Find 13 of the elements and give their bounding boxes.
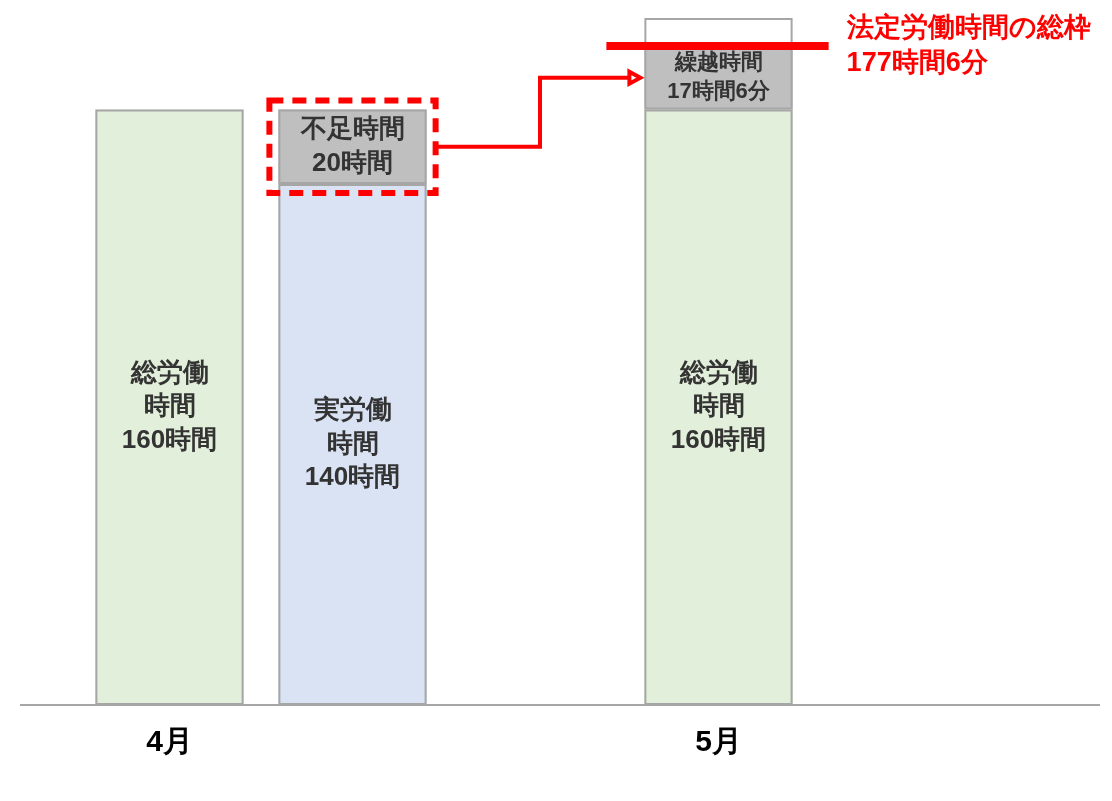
data-label: 140時間 <box>304 461 401 492</box>
data-label: 160時間 <box>670 424 767 455</box>
series-label: 不足時間 <box>299 113 405 144</box>
series-label: 総労働時間 <box>129 356 209 421</box>
data-label: 20時間 <box>312 146 393 177</box>
x-tick-label: 4月 <box>146 724 193 758</box>
x-tick-label: 5月 <box>695 724 742 758</box>
series-label: 繰越時間 <box>673 49 763 75</box>
data-label: 160時間 <box>121 424 218 455</box>
ref-line-label: 法定労働時間の総枠177時間6分 <box>845 11 1091 77</box>
text: 総労働時間 <box>679 356 758 421</box>
data-label: 17時間6分 <box>667 78 771 104</box>
series-label: 実労働時間 <box>312 393 392 458</box>
